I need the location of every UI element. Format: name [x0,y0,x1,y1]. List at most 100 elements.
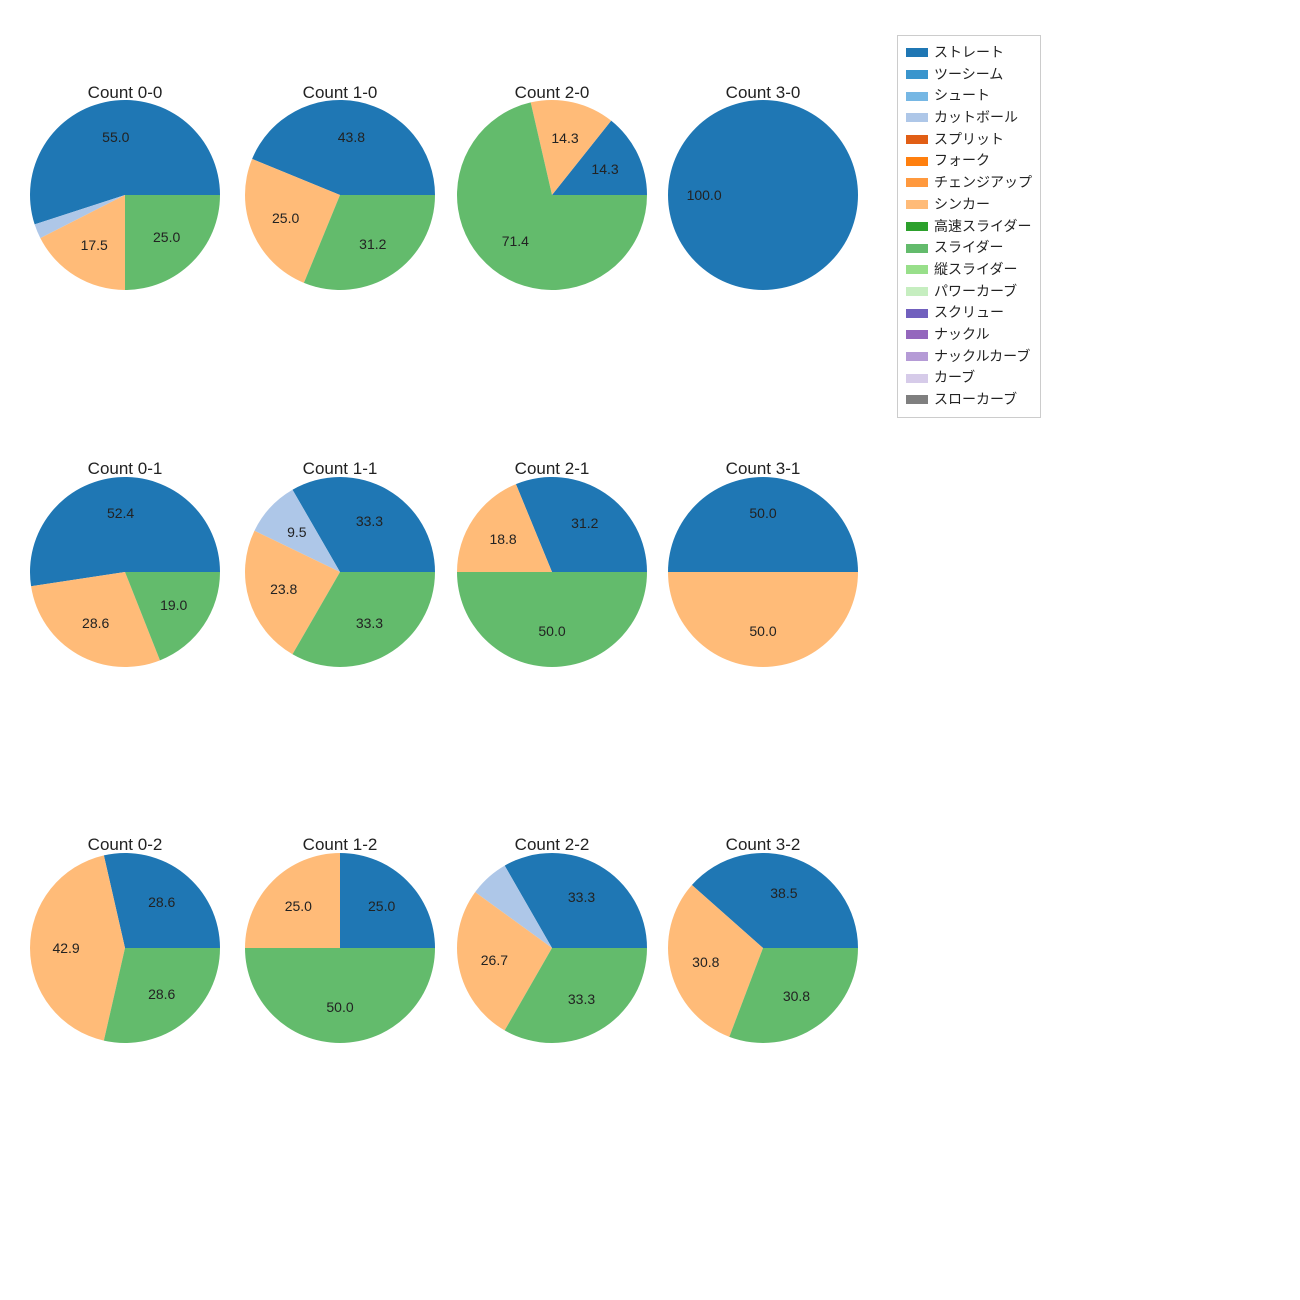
pie-slice-label: 38.5 [770,885,797,901]
pie-chart [668,853,858,1043]
legend-item: スクリュー [906,302,1032,324]
pie-slice-label: 25.0 [272,210,299,226]
legend-item: シンカー [906,194,1032,216]
pie-slice-label: 28.6 [148,986,175,1002]
legend-label: スクリュー [934,302,1004,324]
legend-label: パワーカーブ [934,281,1017,303]
legend-item: スローカーブ [906,389,1032,411]
pie-slice-label: 71.4 [502,233,529,249]
legend-swatch [906,178,928,187]
legend-swatch [906,70,928,79]
pie-slice-straight [30,477,220,586]
legend-swatch [906,200,928,209]
pie-chart [245,477,435,667]
legend-item: カットボール [906,107,1032,129]
pie-slice-label: 33.3 [356,513,383,529]
pie-slice-label: 25.0 [153,229,180,245]
pie-chart [457,853,647,1043]
legend-swatch [906,135,928,144]
pie-slice-label: 14.3 [551,130,578,146]
pie-slice-label: 17.5 [81,237,108,253]
legend-item: チェンジアップ [906,172,1032,194]
legend-label: 縦スライダー [934,259,1017,281]
legend-swatch [906,395,928,404]
legend-item: 縦スライダー [906,259,1032,281]
legend-item: ナックルカーブ [906,346,1032,368]
legend-label: カーブ [934,367,975,389]
legend-swatch [906,92,928,101]
legend: ストレートツーシームシュートカットボールスプリットフォークチェンジアップシンカー… [897,35,1041,418]
legend-swatch [906,113,928,122]
legend-item: 高速スライダー [906,216,1032,238]
chart-title: Count 1-2 [303,835,378,855]
pie-slice-label: 28.6 [148,894,175,910]
pie-slice-label: 50.0 [749,505,776,521]
pie-slice-label: 50.0 [749,623,776,639]
legend-swatch [906,287,928,296]
pie-slice-straight [668,477,858,572]
legend-item: ツーシーム [906,64,1032,86]
pie-slice-label: 42.9 [52,940,79,956]
chart-title: Count 3-1 [726,459,801,479]
pie-slice-label: 25.0 [368,898,395,914]
chart-title: Count 0-2 [88,835,163,855]
pie-slice-label: 31.2 [571,515,598,531]
chart-title: Count 2-1 [515,459,590,479]
legend-swatch [906,352,928,361]
chart-title: Count 1-1 [303,459,378,479]
pie-slice-label: 50.0 [538,623,565,639]
pie-slice-slider [245,948,435,1043]
legend-item: パワーカーブ [906,281,1032,303]
pie-slice-label: 30.8 [783,988,810,1004]
legend-swatch [906,157,928,166]
legend-swatch [906,330,928,339]
pie-slice-label: 33.3 [568,889,595,905]
pie-slice-label: 9.5 [287,524,306,540]
legend-label: シュート [934,85,990,107]
pie-slice-sinker [668,572,858,667]
chart-title: Count 2-2 [515,835,590,855]
pie-slice-label: 31.2 [359,236,386,252]
pie-slice-label: 19.0 [160,597,187,613]
pie-chart [457,100,647,290]
legend-label: フォーク [934,150,990,172]
pie-slice-label: 100.0 [687,187,722,203]
pie-slice-label: 28.6 [82,615,109,631]
pie-slice-label: 52.4 [107,505,134,521]
legend-label: スローカーブ [934,389,1017,411]
legend-item: スライダー [906,237,1032,259]
pie-slice-label: 14.3 [591,161,618,177]
pie-slice-label: 18.8 [489,531,516,547]
legend-item: カーブ [906,367,1032,389]
pie-slice-label: 26.7 [481,952,508,968]
pie-slice-label: 25.0 [285,898,312,914]
chart-title: Count 3-2 [726,835,801,855]
legend-item: フォーク [906,150,1032,172]
legend-item: シュート [906,85,1032,107]
legend-label: 高速スライダー [934,216,1031,238]
legend-swatch [906,48,928,57]
pie-slice-label: 43.8 [338,129,365,145]
chart-grid: Count 0-055.017.525.0Count 1-043.825.031… [0,0,1300,1300]
legend-swatch [906,244,928,253]
pie-slice-label: 55.0 [102,129,129,145]
legend-item: ナックル [906,324,1032,346]
legend-label: チェンジアップ [934,172,1032,194]
legend-label: ナックル [934,324,990,346]
pie-slice-label: 30.8 [692,954,719,970]
pie-slice-label: 50.0 [326,999,353,1015]
legend-label: スライダー [934,237,1003,259]
legend-label: シンカー [934,194,990,216]
legend-swatch [906,222,928,231]
pie-slice-slider [457,572,647,667]
legend-label: ツーシーム [934,64,1003,86]
legend-swatch [906,374,928,383]
legend-swatch [906,309,928,318]
legend-item: スプリット [906,129,1032,151]
legend-item: ストレート [906,42,1032,64]
pie-slice-label: 33.3 [568,991,595,1007]
legend-label: ストレート [934,42,1004,64]
legend-label: ナックルカーブ [934,346,1030,368]
chart-title: Count 0-1 [88,459,163,479]
legend-label: カットボール [934,107,1018,129]
